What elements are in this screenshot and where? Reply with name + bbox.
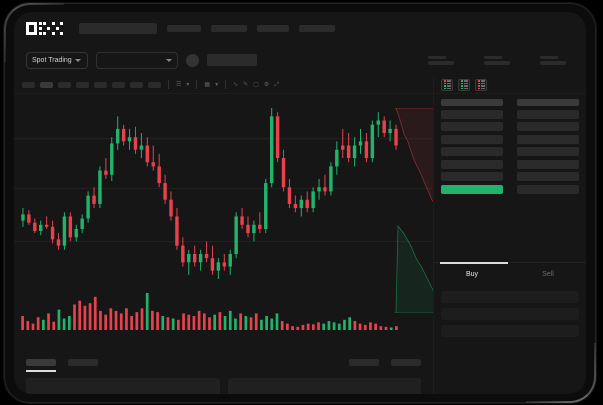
bottom-panel-right[interactable] <box>227 378 421 394</box>
market-stat-2 <box>484 55 510 65</box>
timeframe-6[interactable] <box>112 81 125 88</box>
toolbar-divider <box>168 80 169 89</box>
toolbar-divider-2 <box>196 80 198 89</box>
pencil-icon[interactable]: ✎ <box>243 81 249 88</box>
price-chart[interactable] <box>14 94 433 352</box>
tab-buy[interactable]: Buy <box>465 271 479 278</box>
orderbook-view-toggles <box>434 76 586 94</box>
timeframe-2[interactable] <box>40 81 53 88</box>
bottom-action-1[interactable] <box>349 358 379 366</box>
timeframe-5[interactable] <box>94 81 107 88</box>
bottom-panel-left[interactable] <box>26 378 220 394</box>
orderbook-row[interactable] <box>517 184 579 194</box>
pair-avatar <box>186 53 199 67</box>
orderbook-row[interactable] <box>517 134 579 144</box>
orderbook-row[interactable] <box>441 147 503 156</box>
market-stat-1-value <box>428 60 454 65</box>
app-screen: Spot Trading <box>14 12 586 394</box>
depth-chart-overlay <box>394 108 433 313</box>
candlestick-series <box>14 108 433 279</box>
pair-name-label <box>207 54 257 66</box>
tab-open-orders[interactable] <box>26 358 56 366</box>
order-total-field[interactable] <box>441 325 579 337</box>
spot-trading-select[interactable]: Spot Trading <box>26 51 88 69</box>
orderbook-view-both-icon[interactable] <box>441 78 453 91</box>
orderbook-row-selected[interactable] <box>441 184 503 194</box>
nav-item-3[interactable] <box>257 24 289 32</box>
orderbook-row[interactable] <box>517 109 579 119</box>
orderbook-trade-panel: Buy Sell <box>433 76 586 394</box>
market-stat-1-label <box>428 55 446 59</box>
active-tab-underline <box>26 370 56 372</box>
orderbook-header-right <box>517 99 579 106</box>
nav-item-4[interactable] <box>299 24 335 32</box>
camera-icon[interactable]: ▢ <box>253 81 259 88</box>
orders-tabbar <box>14 352 433 372</box>
logo-letter-k <box>39 21 50 35</box>
indicators-icon[interactable]: ☰ <box>176 81 182 88</box>
market-stat-2-label <box>484 55 502 59</box>
orderbook-header-left <box>441 99 503 106</box>
orderbook-row[interactable] <box>441 159 503 169</box>
orderbook-row[interactable] <box>441 172 503 181</box>
fullscreen-icon[interactable]: ⤢ <box>274 81 280 88</box>
orderbook-row[interactable] <box>517 159 579 169</box>
chevron-down-icon[interactable]: ▾ <box>186 81 190 88</box>
market-stat-1 <box>428 55 454 65</box>
wave-icon[interactable]: ∿ <box>233 81 239 88</box>
logo-letter-x <box>52 21 63 35</box>
tab-sell[interactable]: Sell <box>542 271 554 278</box>
orderbook-view-asks-icon[interactable] <box>475 78 487 91</box>
timeframe-3[interactable] <box>58 81 71 88</box>
market-toolbar: Spot Trading <box>14 44 586 76</box>
active-trade-tab-indicator <box>440 262 508 264</box>
market-stat-3 <box>540 55 566 65</box>
order-form <box>434 286 586 342</box>
spot-trading-label: Spot Trading <box>32 56 72 64</box>
tab-order-history[interactable] <box>68 358 98 366</box>
orderbook-row[interactable] <box>441 134 503 144</box>
chevron-down-icon-2[interactable]: ▾ <box>215 81 219 88</box>
market-stat-2-value <box>484 60 510 65</box>
bezel-highlight-top-left <box>4 3 64 63</box>
nav-item-2[interactable] <box>211 24 247 32</box>
bottom-action-2[interactable] <box>391 358 421 366</box>
timeframe-4[interactable] <box>76 81 89 88</box>
market-stat-3-label <box>540 55 558 59</box>
chevron-down-icon <box>166 58 172 62</box>
orderbook-row[interactable] <box>441 122 503 131</box>
toolbar-divider-3 <box>225 80 227 89</box>
nav-item-1[interactable] <box>167 24 201 32</box>
orderbook-row[interactable] <box>517 147 579 156</box>
orderbook-row[interactable] <box>517 122 579 131</box>
timeframe-1[interactable] <box>22 81 35 88</box>
search-input[interactable] <box>79 22 157 34</box>
logo-letter-o <box>26 21 37 35</box>
bezel-highlight-bottom-right <box>526 343 596 403</box>
device-frame: Spot Trading <box>4 3 596 403</box>
orderbook[interactable] <box>434 94 586 262</box>
app-header <box>14 12 586 44</box>
chevron-down-icon <box>74 58 81 62</box>
chart-toolbar: ☰ ▾ ▦ ▾ ∿ ✎ ▢ ⚙ ⤢ <box>14 76 433 94</box>
orderbook-row[interactable] <box>517 172 579 181</box>
volume-series <box>21 293 398 330</box>
chart-type-icon[interactable]: ▦ <box>204 81 211 88</box>
orders-panels <box>14 378 433 394</box>
orderbook-row[interactable] <box>441 109 503 119</box>
settings-icon[interactable]: ⚙ <box>263 81 270 88</box>
trading-pair-select[interactable] <box>96 51 178 69</box>
market-stat-3-value <box>540 60 566 65</box>
orderbook-view-bids-icon[interactable] <box>458 78 470 91</box>
order-price-field[interactable] <box>441 291 579 303</box>
orderbook-column-left <box>441 99 503 257</box>
order-amount-field[interactable] <box>441 308 579 320</box>
trade-side-tabs: Buy Sell <box>434 262 586 286</box>
orderbook-column-right <box>517 99 579 257</box>
timeframe-7[interactable] <box>130 81 143 88</box>
timeframe-8[interactable] <box>148 81 161 88</box>
okx-logo[interactable] <box>26 21 63 35</box>
